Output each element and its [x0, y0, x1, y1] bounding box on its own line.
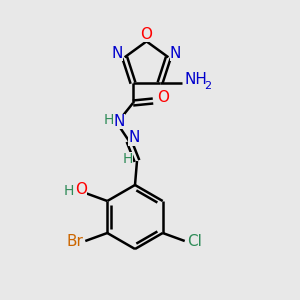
Text: N: N: [113, 113, 125, 128]
Text: 2: 2: [204, 81, 211, 91]
Text: NH: NH: [184, 73, 208, 88]
Text: N: N: [128, 130, 140, 146]
Text: Cl: Cl: [187, 233, 202, 248]
Text: N: N: [170, 46, 181, 61]
Text: H: H: [104, 113, 114, 127]
Text: O: O: [157, 91, 169, 106]
Text: O: O: [75, 182, 87, 197]
Text: O: O: [140, 27, 152, 42]
Text: N: N: [112, 46, 123, 61]
Text: H: H: [123, 152, 133, 166]
Text: H: H: [64, 184, 74, 198]
Text: Br: Br: [67, 233, 84, 248]
